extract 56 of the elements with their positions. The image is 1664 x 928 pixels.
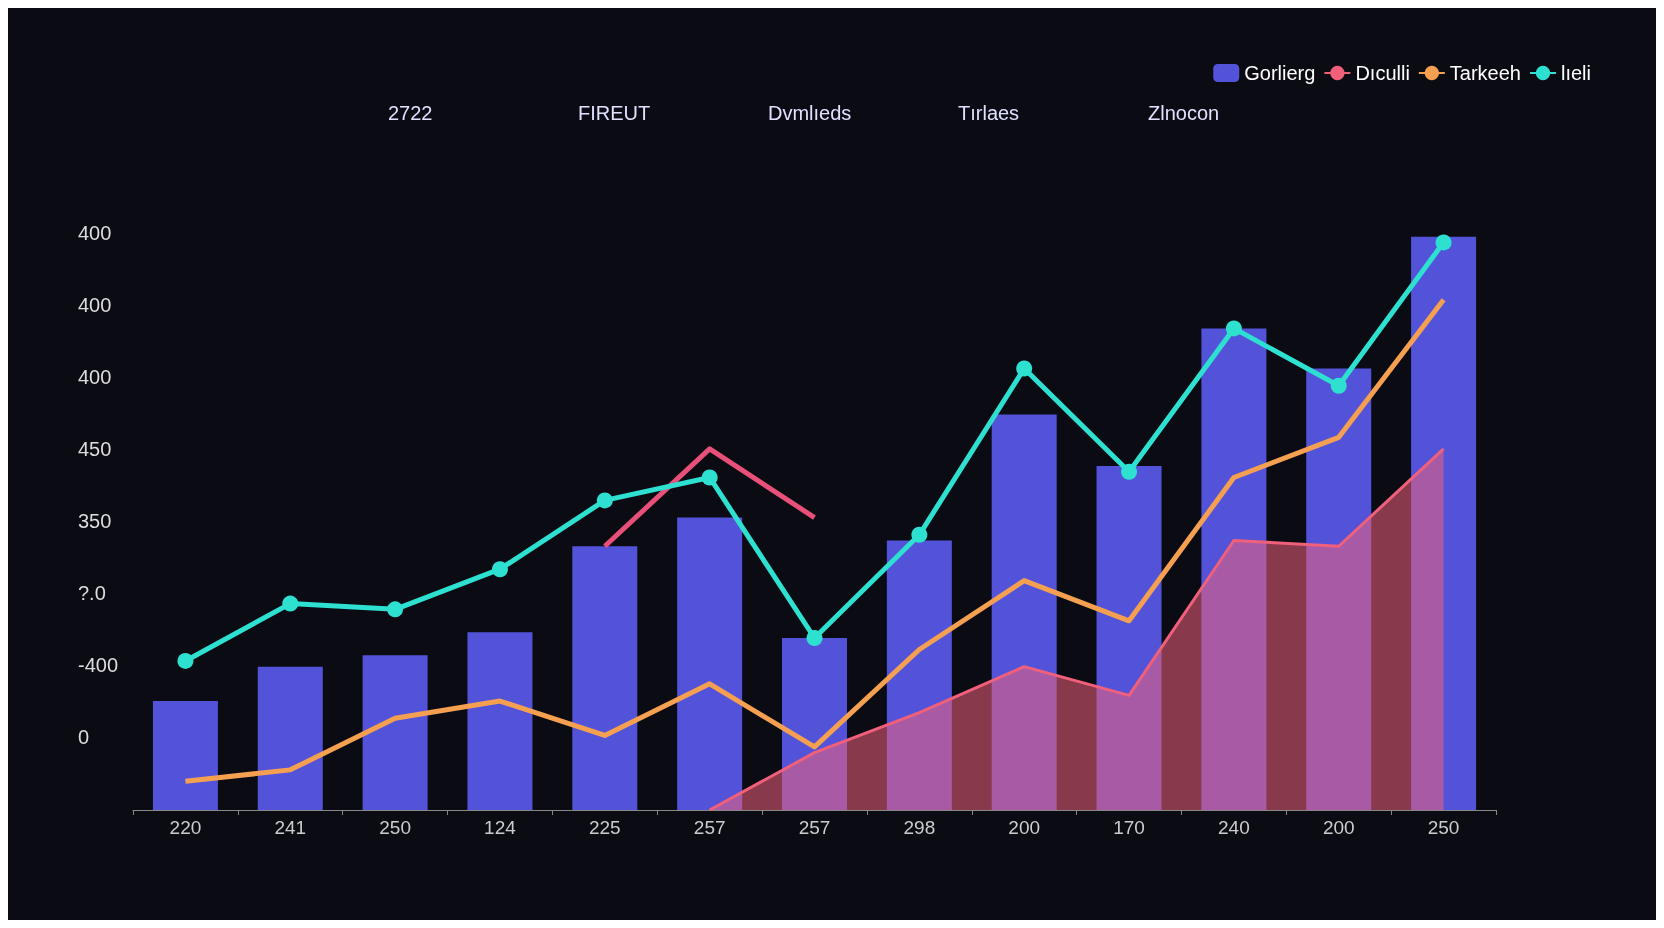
bar (1411, 236, 1477, 810)
x-tick-label: 241 (274, 817, 307, 838)
x-tick-label: 250 (379, 817, 411, 838)
point (701, 469, 718, 486)
bar (782, 638, 847, 810)
legend-label: Gorlierg (1244, 62, 1316, 84)
x-tick-label: 220 (169, 817, 202, 838)
text: 400 (78, 222, 112, 244)
text: 400 (78, 294, 112, 316)
point (387, 601, 404, 618)
legend-label: Tarkeeh (1449, 62, 1521, 84)
point (177, 652, 194, 669)
point (1435, 234, 1452, 251)
text: Dvmlıeds (768, 102, 852, 124)
text: 2722 (388, 102, 433, 124)
bar (257, 666, 323, 810)
bar (467, 632, 533, 810)
point (491, 561, 508, 578)
point (806, 630, 823, 646)
x-tick-label: 200 (1008, 817, 1041, 838)
point (1016, 360, 1033, 377)
text: 400 (78, 366, 112, 388)
text: -400 (78, 654, 119, 676)
text: FIREUT (578, 102, 651, 124)
point (1330, 377, 1347, 394)
bar (886, 540, 952, 810)
point (1121, 463, 1138, 480)
bar (677, 517, 743, 810)
x-tick-label: 257 (798, 817, 831, 838)
x-tick-label: 240 (1218, 817, 1250, 838)
bar (362, 655, 428, 810)
bar (1096, 466, 1162, 810)
bar (991, 414, 1057, 810)
x-tick-label: 257 (693, 817, 726, 838)
x-tick-label: 200 (1322, 817, 1355, 838)
point (911, 526, 928, 543)
x-tick-label: 250 (1427, 817, 1460, 838)
x-tick-label: 124 (484, 817, 517, 838)
x-tick-label: 225 (588, 817, 621, 838)
point (1225, 320, 1242, 337)
x-tick-label: 170 (1113, 817, 1145, 838)
bar (152, 701, 218, 810)
bar (1306, 368, 1372, 810)
text: Tırlaes (958, 102, 1020, 124)
text: 350 (78, 510, 112, 532)
point (596, 492, 613, 509)
x-tick-label: 298 (903, 817, 936, 838)
legend-label: Dıculli (1355, 62, 1410, 84)
bar (1201, 328, 1267, 810)
text: Zlnocon (1148, 102, 1220, 124)
legend-label: lıeli (1560, 62, 1592, 84)
point (282, 595, 299, 612)
bar (572, 546, 638, 810)
text: ?.0 (78, 582, 106, 604)
text: 0 (78, 726, 90, 748)
text: 450 (78, 438, 112, 460)
